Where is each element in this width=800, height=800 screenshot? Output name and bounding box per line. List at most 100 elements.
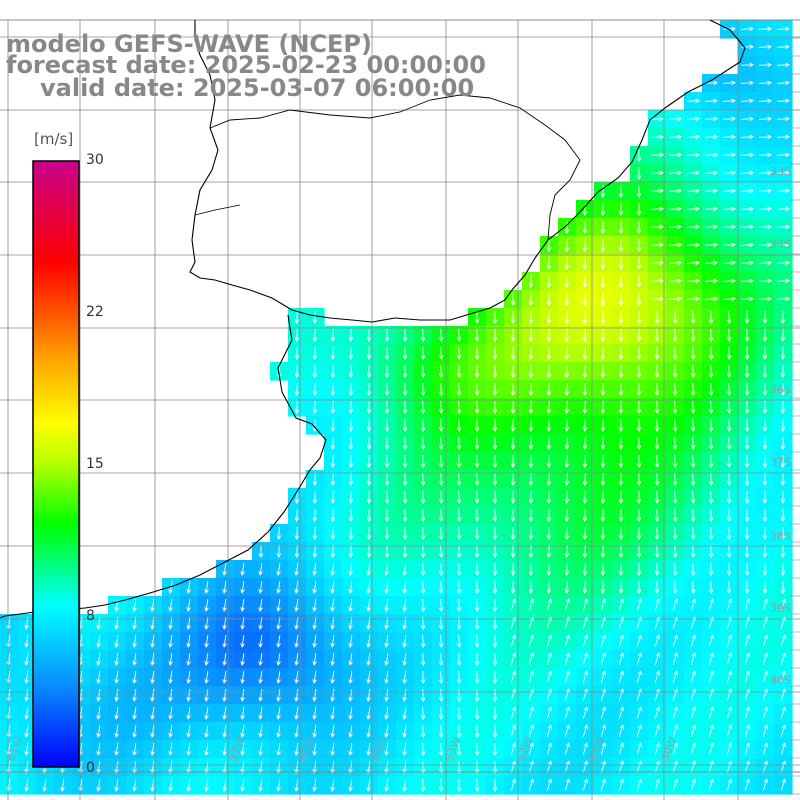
wind-arrow (240, 581, 245, 594)
wind-arrow (636, 562, 642, 576)
wind-arrow (384, 454, 390, 468)
wind-arrow (546, 760, 553, 773)
wind-arrow (312, 689, 317, 702)
wind-arrow (456, 760, 462, 774)
wind-arrow (222, 725, 227, 738)
wind-arrow (744, 526, 750, 540)
lat-label: 33S (770, 165, 791, 178)
wind-arrow (168, 707, 173, 720)
wind-arrow (510, 292, 516, 306)
wind-arrow (726, 364, 732, 378)
wind-arrow (780, 490, 786, 504)
wind-arrow (668, 116, 682, 122)
wind-arrow (258, 689, 263, 702)
wind-arrow (722, 134, 736, 140)
wind-arrow (510, 670, 517, 683)
wind-arrow (762, 724, 769, 737)
wind-arrow (672, 598, 679, 611)
wind-arrow (564, 382, 570, 396)
wind-arrow (150, 707, 155, 720)
wind-arrow (668, 170, 682, 176)
wind-arrow (312, 653, 317, 666)
wind-arrow (384, 364, 390, 378)
wind-arrow (96, 707, 101, 720)
wind-arrow (222, 761, 227, 774)
wind-arrow (294, 707, 299, 720)
wind-arrow (776, 170, 790, 176)
wind-arrow (546, 364, 552, 378)
wind-arrow (758, 62, 772, 68)
wind-arrow (348, 454, 354, 468)
wind-arrow (402, 635, 407, 648)
wind-arrow (636, 652, 643, 665)
wind-arrow (510, 508, 516, 522)
wind-arrow (600, 220, 606, 234)
wind-arrow (740, 116, 754, 122)
wind-arrow (204, 635, 209, 648)
wind-arrow (618, 184, 624, 198)
wind-arrow (726, 310, 732, 324)
wind-arrow (654, 760, 661, 773)
wind-arrow (636, 364, 642, 378)
wind-arrow (708, 508, 714, 522)
wind-arrow (366, 653, 371, 666)
wind-arrow (708, 634, 715, 647)
wind-arrow (582, 274, 588, 288)
wind-arrow (420, 418, 426, 432)
wind-arrow (776, 134, 790, 140)
border-line (194, 204, 241, 216)
wind-arrow (510, 760, 517, 773)
wind-arrow (528, 490, 534, 504)
wind-arrow (474, 436, 480, 450)
wind-arrow (24, 707, 29, 720)
wind-arrow (564, 634, 571, 647)
wind-arrow (528, 292, 534, 306)
wind-arrow (690, 670, 697, 683)
wind-arrow (762, 778, 769, 791)
wind-arrow (708, 742, 715, 755)
wind-arrow (132, 707, 137, 720)
wind-arrow (582, 238, 588, 252)
wind-arrow (366, 400, 372, 414)
wind-arrow (348, 508, 354, 522)
colorbar (32, 160, 80, 768)
wind-arrow (636, 598, 643, 611)
wind-arrow (474, 490, 480, 504)
wind-arrow (636, 382, 642, 396)
wind-arrow (744, 364, 750, 378)
wind-arrow (650, 206, 664, 212)
wind-arrow (366, 761, 371, 774)
wind-arrow (690, 436, 696, 450)
wind-arrow (132, 653, 137, 666)
wind-arrow (402, 346, 408, 360)
wind-arrow (690, 454, 696, 468)
wind-arrow (762, 418, 768, 432)
wind-arrow (704, 206, 718, 212)
wind-arrow (704, 188, 718, 194)
wind-arrow (654, 472, 660, 486)
wind-arrow (762, 562, 768, 576)
wind-arrow (776, 260, 790, 266)
wind-arrow (780, 526, 786, 540)
wind-arrow (722, 188, 736, 194)
wind-arrow (740, 296, 754, 302)
wind-arrow (582, 724, 589, 737)
wind-arrow (726, 706, 733, 719)
wind-arrow (744, 634, 751, 647)
wind-arrow (758, 242, 772, 248)
wind-arrow (600, 544, 606, 558)
wind-arrow (276, 779, 281, 792)
wind-arrow (722, 224, 736, 230)
wind-arrow (618, 544, 624, 558)
wind-arrow (402, 454, 408, 468)
wind-arrow (528, 346, 534, 360)
wind-arrow (704, 116, 718, 122)
wind-arrow (564, 346, 570, 360)
wind-arrow (600, 760, 607, 773)
wind-arrow (762, 742, 769, 755)
wind-arrow (96, 725, 101, 738)
wind-arrow (708, 382, 714, 396)
wind-arrow (366, 436, 372, 450)
wind-arrow (690, 598, 697, 611)
